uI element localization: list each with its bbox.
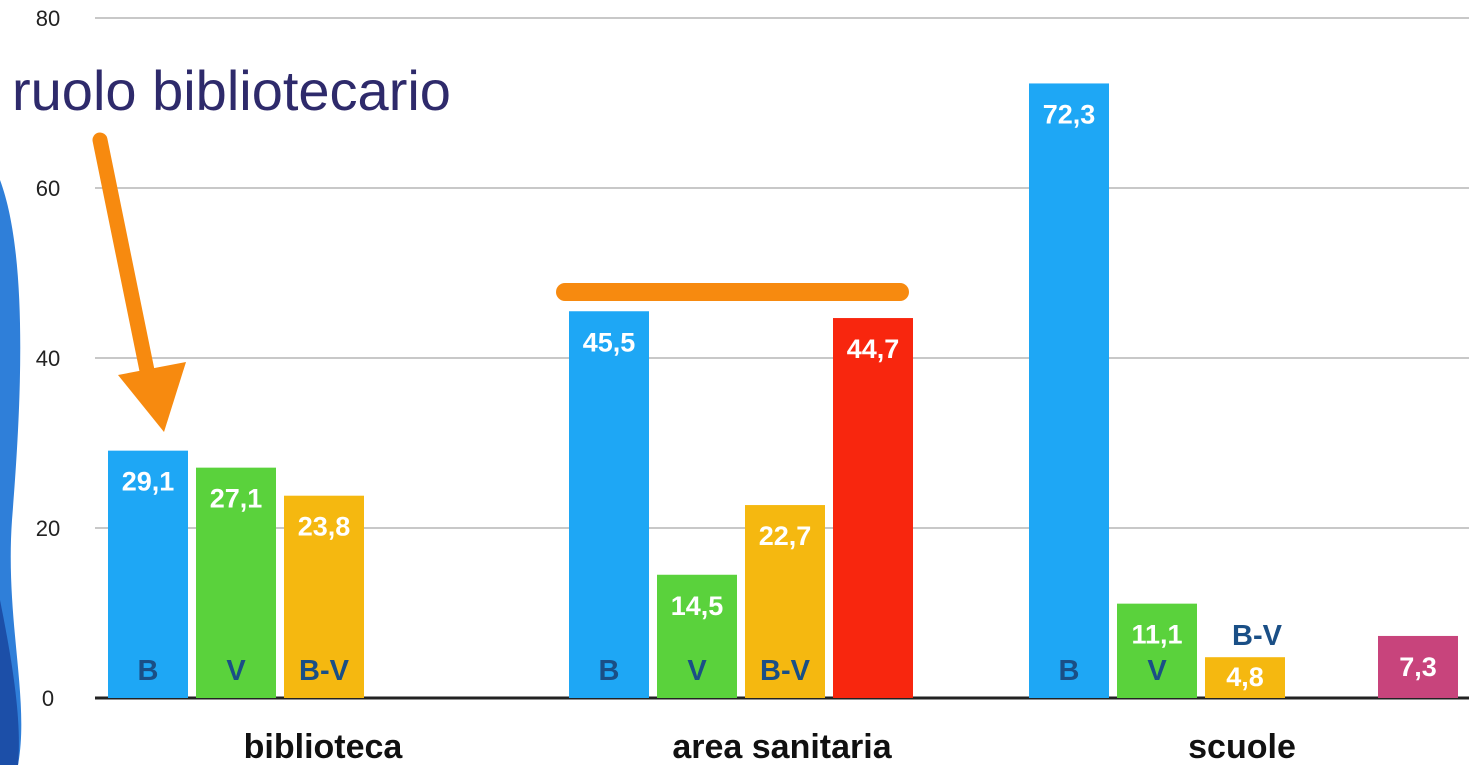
category-labels: biblioteca area sanitaria scuole (244, 728, 1296, 765)
series-label: B-V (1232, 620, 1283, 652)
bar (833, 318, 913, 698)
bar (108, 450, 188, 698)
slide-decoration-shade (0, 600, 19, 765)
category-label: scuole (1188, 728, 1296, 765)
category-label: biblioteca (244, 728, 404, 765)
annotation-text: ruolo bibliotecario (12, 59, 451, 122)
bar (1029, 83, 1109, 698)
data-label: 11,1 (1131, 620, 1182, 650)
bar (1378, 635, 1458, 698)
y-tick-label: 0 (42, 686, 54, 711)
series-label: B (1059, 655, 1080, 687)
bar (284, 495, 364, 698)
series-label: V (1147, 655, 1167, 687)
bar (196, 467, 276, 698)
data-label: 72,3 (1043, 99, 1096, 129)
category-label: area sanitaria (672, 728, 892, 765)
series-label: V (687, 655, 707, 687)
data-label: 22,7 (759, 521, 812, 551)
series-label: B-V (299, 655, 350, 687)
series-label: B-V (760, 655, 811, 687)
slide-decoration (0, 180, 22, 765)
y-tick-label: 80 (36, 6, 60, 31)
y-tick-label: 60 (36, 176, 60, 201)
y-axis-ticks: 0 20 40 60 80 (36, 6, 60, 711)
data-label: 27,1 (210, 484, 263, 514)
series-label: B (599, 655, 620, 687)
data-label: 14,5 (671, 591, 724, 621)
series-label: B (138, 655, 159, 687)
data-label: 23,8 (298, 512, 351, 542)
data-label: 7,3 (1399, 652, 1437, 682)
data-label: 45,5 (583, 327, 636, 357)
y-tick-label: 40 (36, 346, 60, 371)
bar (1117, 603, 1197, 698)
data-label: 4,8 (1226, 662, 1264, 692)
series-label: V (226, 655, 246, 687)
data-label: 29,1 (122, 467, 175, 497)
bar (745, 505, 825, 698)
data-label: 44,7 (847, 334, 900, 364)
y-tick-label: 20 (36, 516, 60, 541)
bars: 29,1 B 27,1 V 23,8 B-V 45,5 B 14,5 V 22,7 B-V 44,7 72… (108, 83, 1458, 698)
bar (1205, 657, 1285, 698)
bar (657, 574, 737, 698)
arrow-icon (92, 132, 186, 432)
bar (569, 311, 649, 698)
